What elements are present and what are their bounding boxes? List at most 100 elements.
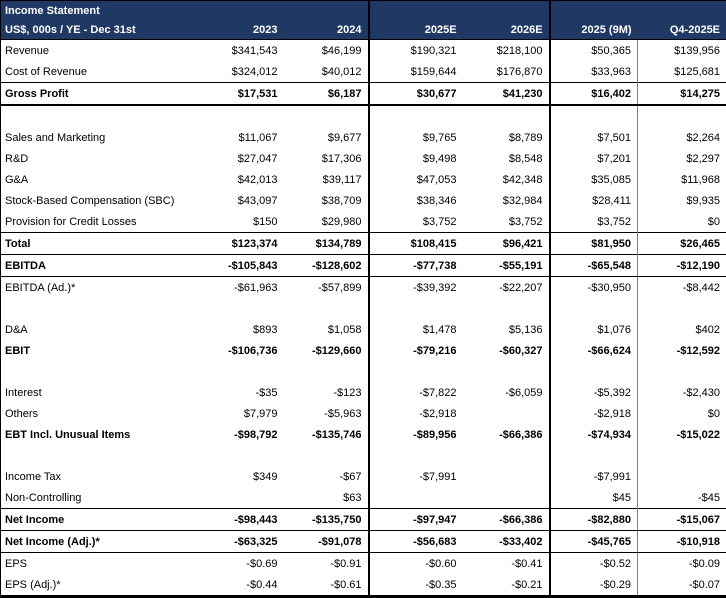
cell-value: -$66,386 <box>463 424 550 445</box>
cell-value <box>638 466 726 487</box>
cell-value: $63 <box>284 487 369 509</box>
cell-value: $50,365 <box>550 40 638 62</box>
row-label <box>1 105 191 127</box>
column-header-2026e: 2026E <box>463 20 550 40</box>
row-label: EBITDA (Ad.)* <box>1 277 191 299</box>
table-row: Interest-$35-$123-$7,822-$6,059-$5,392-$… <box>1 382 726 403</box>
cell-value: -$35 <box>191 382 284 403</box>
table-row: Net Income (Adj.)*-$63,325-$91,078-$56,6… <box>1 531 726 553</box>
cell-value: $47,053 <box>369 169 463 190</box>
cell-value: -$12,190 <box>638 255 726 277</box>
table-row: EBT Incl. Unusual Items-$98,792-$135,746… <box>1 424 726 445</box>
table-row: EBIT-$106,736-$129,660-$79,216-$60,327-$… <box>1 340 726 361</box>
cell-value: -$98,792 <box>191 424 284 445</box>
cell-value <box>463 298 550 319</box>
cell-value: -$0.69 <box>191 553 284 575</box>
cell-value: $176,870 <box>463 61 550 83</box>
cell-value <box>463 445 550 466</box>
cell-value: $16,402 <box>550 83 638 106</box>
cell-value <box>369 105 463 127</box>
cell-value: $190,321 <box>369 40 463 62</box>
row-label: Cost of Revenue <box>1 61 191 83</box>
cell-value: $123,374 <box>191 233 284 255</box>
cell-value: -$0.07 <box>638 574 726 597</box>
cell-value: -$77,738 <box>369 255 463 277</box>
cell-value: -$33,402 <box>463 531 550 553</box>
cell-value: $29,980 <box>284 211 369 233</box>
cell-value: -$89,956 <box>369 424 463 445</box>
cell-value: -$63,325 <box>191 531 284 553</box>
cell-value: $9,765 <box>369 127 463 148</box>
table-row: Provision for Credit Losses$150$29,980$3… <box>1 211 726 233</box>
cell-value <box>550 105 638 127</box>
spacer-row <box>1 298 726 319</box>
cell-value: $26,465 <box>638 233 726 255</box>
row-label: D&A <box>1 319 191 340</box>
cell-value: -$45 <box>638 487 726 509</box>
cell-value: -$0.35 <box>369 574 463 597</box>
table-row: Net Income-$98,443-$135,750-$97,947-$66,… <box>1 509 726 531</box>
cell-value <box>550 298 638 319</box>
cell-value: $159,644 <box>369 61 463 83</box>
table-row: Cost of Revenue$324,012$40,012$159,644$1… <box>1 61 726 83</box>
cell-value: $108,415 <box>369 233 463 255</box>
cell-value <box>638 361 726 382</box>
cell-value <box>463 105 550 127</box>
cell-value: -$45,765 <box>550 531 638 553</box>
cell-value <box>550 361 638 382</box>
cell-value: -$55,191 <box>463 255 550 277</box>
cell-value: -$22,207 <box>463 277 550 299</box>
cell-value: -$0.60 <box>369 553 463 575</box>
cell-value: $7,979 <box>191 403 284 424</box>
cell-value <box>638 105 726 127</box>
cell-value: -$15,067 <box>638 509 726 531</box>
row-label: Income Tax <box>1 466 191 487</box>
row-label: Total <box>1 233 191 255</box>
cell-value: $324,012 <box>191 61 284 83</box>
cell-value: -$10,918 <box>638 531 726 553</box>
row-label: R&D <box>1 148 191 169</box>
cell-value: $7,201 <box>550 148 638 169</box>
cell-value: -$98,443 <box>191 509 284 531</box>
cell-value: $39,117 <box>284 169 369 190</box>
table-row: Non-Controlling$63$45-$45 <box>1 487 726 509</box>
cell-value: -$15,022 <box>638 424 726 445</box>
cell-value: -$0.09 <box>638 553 726 575</box>
cell-value: -$6,059 <box>463 382 550 403</box>
column-header-2024: 2024 <box>284 20 369 40</box>
table-row: D&A$893$1,058$1,478$5,136$1,076$402 <box>1 319 726 340</box>
cell-value: -$5,963 <box>284 403 369 424</box>
cell-value <box>284 298 369 319</box>
cell-value: -$0.52 <box>550 553 638 575</box>
row-label: Net Income <box>1 509 191 531</box>
row-label: Net Income (Adj.)* <box>1 531 191 553</box>
cell-value: $5,136 <box>463 319 550 340</box>
cell-value: -$7,991 <box>369 466 463 487</box>
cell-value: $27,047 <box>191 148 284 169</box>
cell-value: $46,199 <box>284 40 369 62</box>
cell-value: $41,230 <box>463 83 550 106</box>
cell-value: $8,789 <box>463 127 550 148</box>
cell-value: -$66,624 <box>550 340 638 361</box>
cell-value <box>369 298 463 319</box>
cell-value: $33,963 <box>550 61 638 83</box>
table-body: Revenue$341,543$46,199$190,321$218,100$5… <box>1 40 726 597</box>
table-row: EBITDA-$105,843-$128,602-$77,738-$55,191… <box>1 255 726 277</box>
column-header-q4-2025e: Q4-2025E <box>638 20 726 40</box>
row-label <box>1 361 191 382</box>
cell-value: -$67 <box>284 466 369 487</box>
cell-value: -$65,548 <box>550 255 638 277</box>
cell-value: -$56,683 <box>369 531 463 553</box>
cell-value <box>191 487 284 509</box>
cell-value <box>463 361 550 382</box>
cell-value: $17,306 <box>284 148 369 169</box>
table-title: Income Statement <box>1 1 369 21</box>
row-label: EBITDA <box>1 255 191 277</box>
cell-value: -$0.61 <box>284 574 369 597</box>
table-row: Stock-Based Compensation (SBC)$43,097$38… <box>1 190 726 211</box>
cell-value: $14,275 <box>638 83 726 106</box>
cell-value <box>191 105 284 127</box>
spacer-row <box>1 445 726 466</box>
cell-value: $28,411 <box>550 190 638 211</box>
